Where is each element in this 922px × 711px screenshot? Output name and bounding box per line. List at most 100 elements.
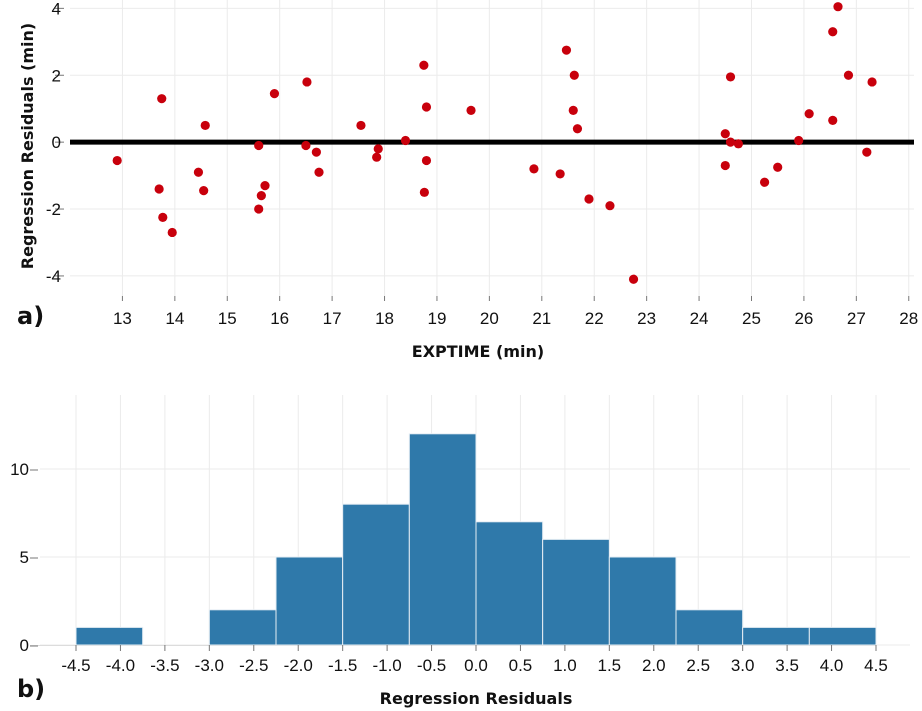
histogram-y-tick-label: 0 [20,636,29,655]
scatter-x-tick-label: 16 [270,309,289,328]
data-point [759,177,770,187]
histogram-bar [75,626,144,646]
histogram-bar [808,626,877,646]
data-point [466,105,476,115]
data-point [254,204,264,214]
data-point [421,155,432,166]
scatter-y-tick-label: -2 [46,200,61,219]
data-point [200,120,210,131]
scatter-y-tick-label: 4 [52,0,61,18]
histogram-x-tick-label: -1.0 [372,656,401,675]
histogram-x-tick-label: 4.5 [864,656,888,675]
data-point [260,181,270,191]
data-point [725,72,736,82]
data-point [301,140,311,151]
data-point [193,167,204,177]
histogram-bar [275,556,344,646]
data-point [419,187,429,197]
scatter-points [112,2,877,284]
data-point [867,77,877,87]
histogram-x-tick-label: -0.5 [417,656,446,675]
scatter-x-axis: 13 14 15 16 17 18 19 20 21 22 23 24 25 26 27 28 [113,296,918,328]
histogram-x-tick-label: 3.0 [731,656,755,675]
data-point [529,164,539,174]
scatter-y-tick-label: 2 [52,66,61,85]
scatter-x-tick-label: 21 [532,309,551,328]
histogram-x-tick-label: 0.0 [464,656,488,675]
histogram-x-tick-label: 3.5 [775,656,799,675]
histogram-bar [342,503,410,646]
data-point [572,124,583,134]
histogram-bar [542,538,610,646]
histogram-bar [475,521,544,646]
data-point [256,191,266,201]
data-point [356,120,366,131]
histogram-x-axis-label: Regression Residuals [380,689,573,708]
scatter-x-tick-label: 23 [637,309,656,328]
data-point [725,137,736,147]
data-point [794,135,804,146]
scatter-x-tick-label: 18 [375,309,394,328]
data-point [555,169,565,179]
data-point [199,186,209,196]
histogram-bars [75,433,877,646]
scatter-x-tick-label: 25 [742,309,761,328]
histogram-bar [675,609,744,646]
data-point [569,70,579,80]
histogram-x-tick-label: -3.5 [150,656,179,675]
histogram-x-tick-label: 2.0 [642,656,666,675]
data-point [720,129,730,139]
data-point [605,201,615,211]
data-point [302,77,312,87]
histogram-bar [608,556,677,646]
histogram-x-tick-label: -4.0 [106,656,135,675]
data-point [314,167,324,177]
histogram-y-tick-label: 5 [20,548,29,567]
histogram-y-tick-label: 10 [10,460,29,479]
data-point [843,70,854,80]
scatter-y-tick-label: 0 [52,133,61,152]
histogram-x-tick-label: -1.5 [328,656,357,675]
histogram-x-tick-label: -2.0 [284,656,313,675]
scatter-y-tick-label: -4 [46,267,61,286]
scatter-x-tick-label: 20 [480,309,499,328]
data-point [254,140,264,151]
scatter-x-tick-label: 14 [165,309,184,328]
scatter-x-tick-label: 17 [323,309,342,328]
scatter-y-axis-label: Regression Residuals (min) [18,23,37,269]
histogram-x-tick-label: 1.5 [598,656,622,675]
histogram-bar [408,433,477,646]
data-point [157,94,167,104]
scatter-x-tick-label: 22 [585,309,604,328]
histogram-x-tick-label: 1.0 [553,656,577,675]
scatter-x-tick-label: 26 [794,309,813,328]
data-point [421,102,432,112]
histogram-bar [208,609,277,646]
scatter-x-tick-label: 27 [847,309,866,328]
data-point [372,152,382,162]
scatter-x-tick-label: 13 [113,309,132,328]
data-point [154,184,164,194]
data-point [804,109,814,119]
data-point [400,135,411,146]
data-point [628,274,639,284]
data-point [167,227,177,238]
scatter-x-tick-label: 19 [427,309,446,328]
scatter-grid [70,0,914,296]
scatter-x-tick-label: 15 [218,309,237,328]
data-point [568,105,578,115]
histogram-x-tick-label: -4.5 [61,656,90,675]
histogram-x-tick-label: 0.5 [509,656,533,675]
histogram-y-axis: 0 5 10 [10,460,38,655]
data-point [828,115,838,126]
histogram-x-tick-label: -2.5 [239,656,268,675]
data-point [720,160,730,171]
scatter-y-axis: -4 -2 0 2 4 [46,0,64,286]
data-point [158,212,168,223]
histogram-panel: 0 5 10 -4.5 -4.0 -3.5 -3.0 -2.5 -2.0 -1.5 -1.0 -0.… [10,395,910,708]
data-point [311,147,321,157]
scatter-x-axis-label: EXPTIME (min) [412,342,544,361]
scatter-x-tick-label: 28 [899,309,918,328]
